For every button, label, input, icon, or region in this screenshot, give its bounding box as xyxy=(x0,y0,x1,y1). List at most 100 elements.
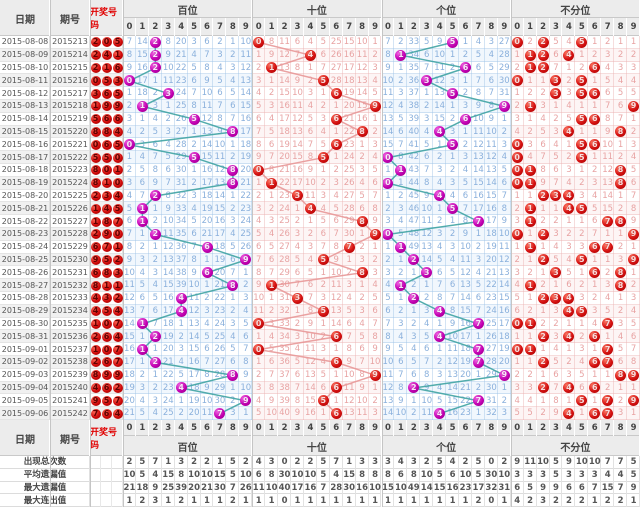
omission-cell: 2 xyxy=(252,368,266,382)
omission-cell: 2 xyxy=(614,240,628,254)
omission-value: 7 xyxy=(359,357,365,368)
omission-cell: 2 xyxy=(226,304,240,318)
summary-value: 2 xyxy=(523,494,537,508)
omission-cell: 1 xyxy=(368,112,382,126)
omission-cell: 18 xyxy=(459,343,472,356)
omission-value: 8 xyxy=(333,241,339,252)
row-period: 2015241 xyxy=(50,394,90,408)
omission-value: 1 xyxy=(230,190,236,201)
omission-cell: 8 xyxy=(394,381,408,395)
omission-cell: 5 xyxy=(394,228,408,241)
omission-value: 8 xyxy=(346,344,352,355)
omission-value: 6 xyxy=(307,280,314,291)
omission-value: 3 xyxy=(152,267,159,278)
omission-cell: 3 xyxy=(368,138,382,152)
omission-value: 11 xyxy=(460,254,471,265)
omission-cell: 4 xyxy=(342,292,356,305)
summary-value: 1 xyxy=(446,494,460,508)
trend-ball-all: 1 xyxy=(524,177,536,189)
omission-value: 17 xyxy=(136,75,148,86)
omission-value: 5 xyxy=(540,126,546,137)
omission-value: 13 xyxy=(421,241,433,252)
omission-cell: 8 xyxy=(497,202,511,216)
omission-value: 17 xyxy=(460,331,471,342)
omission-cell: 6 xyxy=(291,36,304,49)
trend-ball-bai: 2 xyxy=(149,228,161,240)
omission-value: 2 xyxy=(617,152,624,163)
omission-cell: 25 xyxy=(174,100,188,113)
draw-ball: 4 xyxy=(90,382,101,393)
omission-value: 8 xyxy=(501,203,507,214)
omission-value: 21 xyxy=(240,177,252,188)
omission-cell: 4 xyxy=(123,125,136,139)
digit-header-bottom: 3 xyxy=(549,420,563,436)
trend-ball-bai: 2 xyxy=(149,36,161,48)
omission-cell: 11 xyxy=(213,151,227,164)
omission-cell: 28 xyxy=(497,48,511,62)
omission-cell: 4 xyxy=(433,330,447,344)
row-date: 2015-08-29 xyxy=(0,304,50,318)
omission-value: 2 xyxy=(592,293,598,304)
omission-cell: 3 xyxy=(627,292,640,305)
omission-cell: 8 xyxy=(252,138,266,152)
omission-cell: 15 xyxy=(239,100,253,113)
omission-value: 11 xyxy=(304,190,316,201)
omission-cell: 7 xyxy=(471,74,485,88)
omission-value: 5 xyxy=(424,139,430,150)
omission-cell: 1 xyxy=(614,189,628,203)
omission-cell: 2 xyxy=(549,317,563,331)
omission-cell: 4 xyxy=(471,266,485,280)
omission-cell: 1 xyxy=(252,356,266,369)
omission-cell: 9 xyxy=(303,164,317,177)
row-date: 2015-08-27 xyxy=(0,279,50,292)
omission-cell: 0 xyxy=(252,343,266,356)
omission-value: 6 xyxy=(204,344,210,355)
omission-cell: 5 xyxy=(627,164,640,177)
omission-value: 4 xyxy=(449,254,456,265)
omission-value: 4 xyxy=(566,254,572,265)
omission-cell: 1 xyxy=(161,100,175,113)
omission-value: 1 xyxy=(268,293,275,304)
omission-cell: 0 xyxy=(252,164,266,177)
omission-cell: 3 xyxy=(627,138,640,152)
summary-empty-cell xyxy=(112,494,123,508)
omission-cell: 16 xyxy=(303,407,317,420)
omission-value: 2 xyxy=(579,62,585,73)
omission-value: 3 xyxy=(579,293,585,304)
omission-cell: 19 xyxy=(342,87,356,100)
summary-value: 1 xyxy=(161,494,175,508)
summary-value: 8 xyxy=(407,468,421,482)
omission-cell: 0 xyxy=(252,317,266,331)
omission-value: 8 xyxy=(294,395,301,406)
omission-value: 9 xyxy=(307,165,314,176)
omission-value: 5 xyxy=(294,254,301,265)
omission-value: 13 xyxy=(124,305,135,316)
omission-value: 4 xyxy=(630,152,637,163)
omission-cell: 14 xyxy=(200,138,214,152)
omission-value: 3 xyxy=(436,229,443,240)
omission-cell: 1 xyxy=(394,48,408,62)
omission-cell: 17 xyxy=(187,368,201,382)
digit-header-bottom: 6 xyxy=(200,420,214,436)
omission-value: 17 xyxy=(124,357,135,368)
omission-value: 2 xyxy=(436,357,443,368)
omission-value: 10 xyxy=(304,331,316,342)
omission-cell: 4 xyxy=(510,394,524,408)
omission-value: 22 xyxy=(162,369,174,380)
omission-cell: 21 xyxy=(161,356,175,369)
omission-cell: 3 xyxy=(549,189,563,203)
omission-cell: 1 xyxy=(381,189,395,203)
omission-value: 3 xyxy=(346,280,352,291)
omission-value: 2 xyxy=(462,139,469,150)
omission-value: 1 xyxy=(527,229,533,240)
omission-cell: 0 xyxy=(510,176,524,190)
omission-cell: 11 xyxy=(200,407,214,420)
omission-value: 3 xyxy=(126,177,133,188)
omission-value: 18 xyxy=(498,331,510,342)
trend-ball-all: 2 xyxy=(537,254,549,266)
omission-value: 19 xyxy=(240,152,252,163)
omission-value: 4 xyxy=(307,101,314,112)
omission-cell: 2 xyxy=(316,176,330,190)
omission-cell: 0 xyxy=(510,228,524,241)
omission-cell: 1 xyxy=(433,202,447,216)
